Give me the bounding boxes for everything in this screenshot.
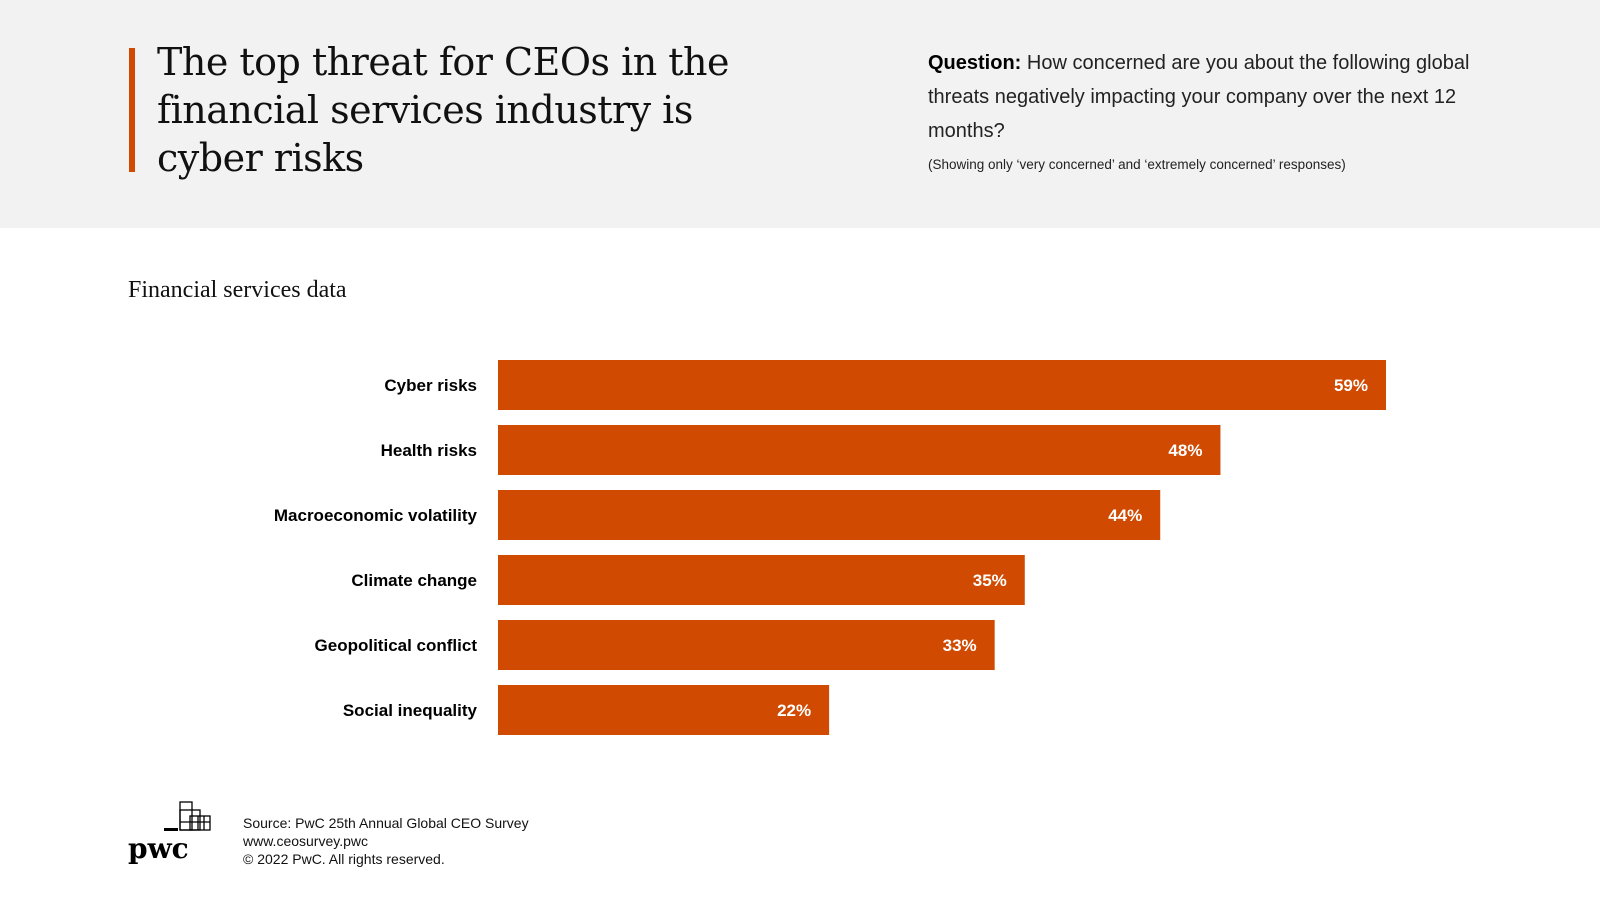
logo-building-icon (179, 801, 211, 831)
data-label: 33% (943, 636, 977, 655)
category-label: Cyber risks (384, 376, 477, 395)
footer: Source: PwC 25th Annual Global CEO Surve… (243, 814, 529, 868)
data-label: 59% (1334, 376, 1368, 395)
data-label: 48% (1168, 441, 1202, 460)
page-title: The top threat for CEOs in the financial… (157, 40, 730, 180)
header-panel: The top threat for CEOs in the financial… (0, 0, 1600, 228)
pwc-logo: pwc (128, 801, 211, 865)
category-label: Climate change (351, 571, 477, 590)
logo-wordmark: pwc (128, 832, 189, 865)
category-label: Macroeconomic volatility (274, 506, 478, 525)
title-accent-bar (129, 48, 135, 172)
bar-chart: Cyber risks 59% Health risks 48% Macroeconom… (274, 360, 1386, 735)
data-label: 44% (1108, 506, 1142, 525)
category-label: Social inequality (343, 701, 478, 720)
source-url[interactable]: www.ceosurvey.pwc (243, 833, 369, 849)
category-label: Health risks (381, 441, 477, 460)
question-label: Question: (928, 52, 1022, 74)
question-note: (Showing only ‘very concerned’ and ‘extr… (928, 157, 1346, 172)
question-text: How concerned are you about the followin… (928, 52, 1470, 142)
bar (498, 685, 830, 735)
bar (498, 555, 1025, 605)
chart-subtitle: Financial services data (128, 277, 347, 303)
data-label: 35% (973, 571, 1007, 590)
source-text: Source: PwC 25th Annual Global CEO Surve… (243, 815, 529, 831)
bar (498, 360, 1386, 410)
bar (498, 490, 1161, 540)
bar (498, 425, 1221, 475)
survey-question: Question: How concerned are you about th… (928, 46, 1488, 148)
bar (498, 620, 995, 670)
copyright-text: © 2022 PwC. All rights reserved. (243, 851, 445, 867)
category-label: Geopolitical conflict (315, 636, 478, 655)
data-label: 22% (777, 701, 811, 720)
